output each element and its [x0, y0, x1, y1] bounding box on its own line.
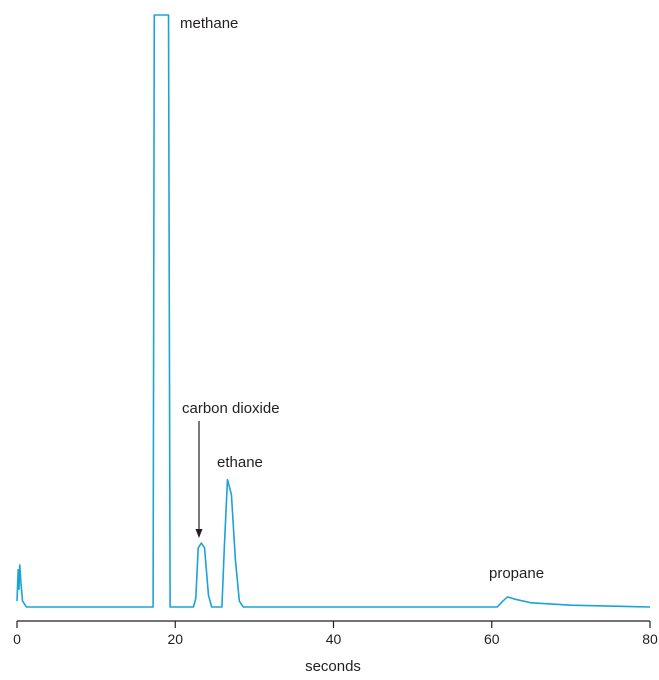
methane-label: methane	[180, 15, 238, 32]
propane-label: propane	[489, 565, 544, 582]
carbon-dioxide-arrow	[195, 421, 203, 538]
carbon-dioxide-label: carbon dioxide	[182, 400, 280, 417]
chromatogram-trace	[16, 14, 651, 608]
x-tick-label: 80	[642, 631, 658, 647]
x-axis-title: seconds	[305, 658, 361, 675]
x-tick-label: 20	[167, 631, 183, 647]
x-tick-label: 0	[13, 631, 21, 647]
ethane-label: ethane	[217, 454, 263, 471]
series-group	[16, 14, 651, 608]
x-tick-label: 60	[484, 631, 500, 647]
x-tick-label: 40	[326, 631, 342, 647]
x-axis-ticks: 0 20 40 60 80	[13, 621, 658, 647]
